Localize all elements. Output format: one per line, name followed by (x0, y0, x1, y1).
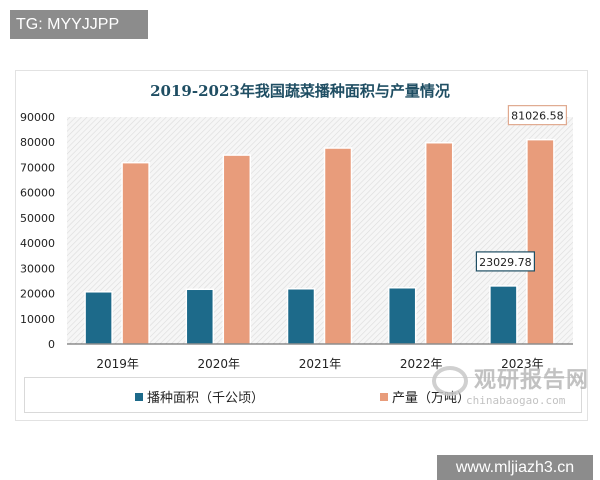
bar-production (121, 161, 150, 345)
bar-area (185, 288, 215, 345)
logo-cn: 观研报告网 (474, 368, 590, 393)
data-label-box (507, 105, 567, 126)
chart-title: 2019-2023年我国蔬菜播种面积与产量情况 (150, 82, 450, 100)
watermark-bottom: www.mljiazh3.cn (437, 455, 593, 480)
bar-production (222, 154, 252, 345)
legend-swatch-area (135, 392, 143, 401)
data-label: 81026.58 (511, 110, 564, 123)
bar-area (387, 287, 417, 345)
bar-production (424, 141, 454, 345)
y-tick-label: 90000 (20, 111, 55, 124)
watermark-top: TG: MYYJJPP (10, 10, 148, 39)
y-tick-label: 60000 (20, 187, 55, 200)
y-tick-label: 0 (48, 338, 55, 351)
bar-area (489, 285, 518, 345)
plot-area (67, 117, 573, 344)
y-tick-label: 40000 (20, 237, 55, 250)
chart-frame (15, 70, 588, 421)
bar-area (286, 288, 316, 345)
data-label: 23029.78 (479, 256, 532, 269)
y-tick-label: 30000 (20, 262, 55, 275)
chinabaogao-logo: 观研报告网 chinabaogao.com (432, 362, 589, 407)
x-tick-label: 2019年 (96, 357, 139, 371)
y-tick-label: 20000 (20, 288, 55, 301)
x-tick-label: 2023年 (501, 357, 544, 371)
legend: 播种面积（千公顷） 产量（万吨） (24, 377, 582, 413)
x-tick-label: 2020年 (198, 357, 241, 371)
legend-swatch-production (380, 392, 388, 401)
x-tick-label: 2022年 (400, 357, 443, 371)
bar-area (84, 291, 113, 345)
y-tick-label: 10000 (20, 313, 55, 326)
x-tick-label: 2021年 (299, 357, 342, 371)
y-tick-label: 50000 (20, 212, 55, 225)
y-tick-label: 80000 (20, 136, 55, 149)
bar-production (323, 147, 353, 345)
legend-label-area: 播种面积（千公顷） (147, 391, 265, 406)
data-label-box (475, 251, 535, 272)
bar-production (526, 138, 555, 345)
legend-item-area: 播种面积（千公顷） (135, 387, 264, 406)
eye-logo-icon (432, 366, 468, 396)
y-tick-label: 70000 (20, 161, 55, 174)
logo-en: chinabaogao.com (466, 394, 566, 407)
